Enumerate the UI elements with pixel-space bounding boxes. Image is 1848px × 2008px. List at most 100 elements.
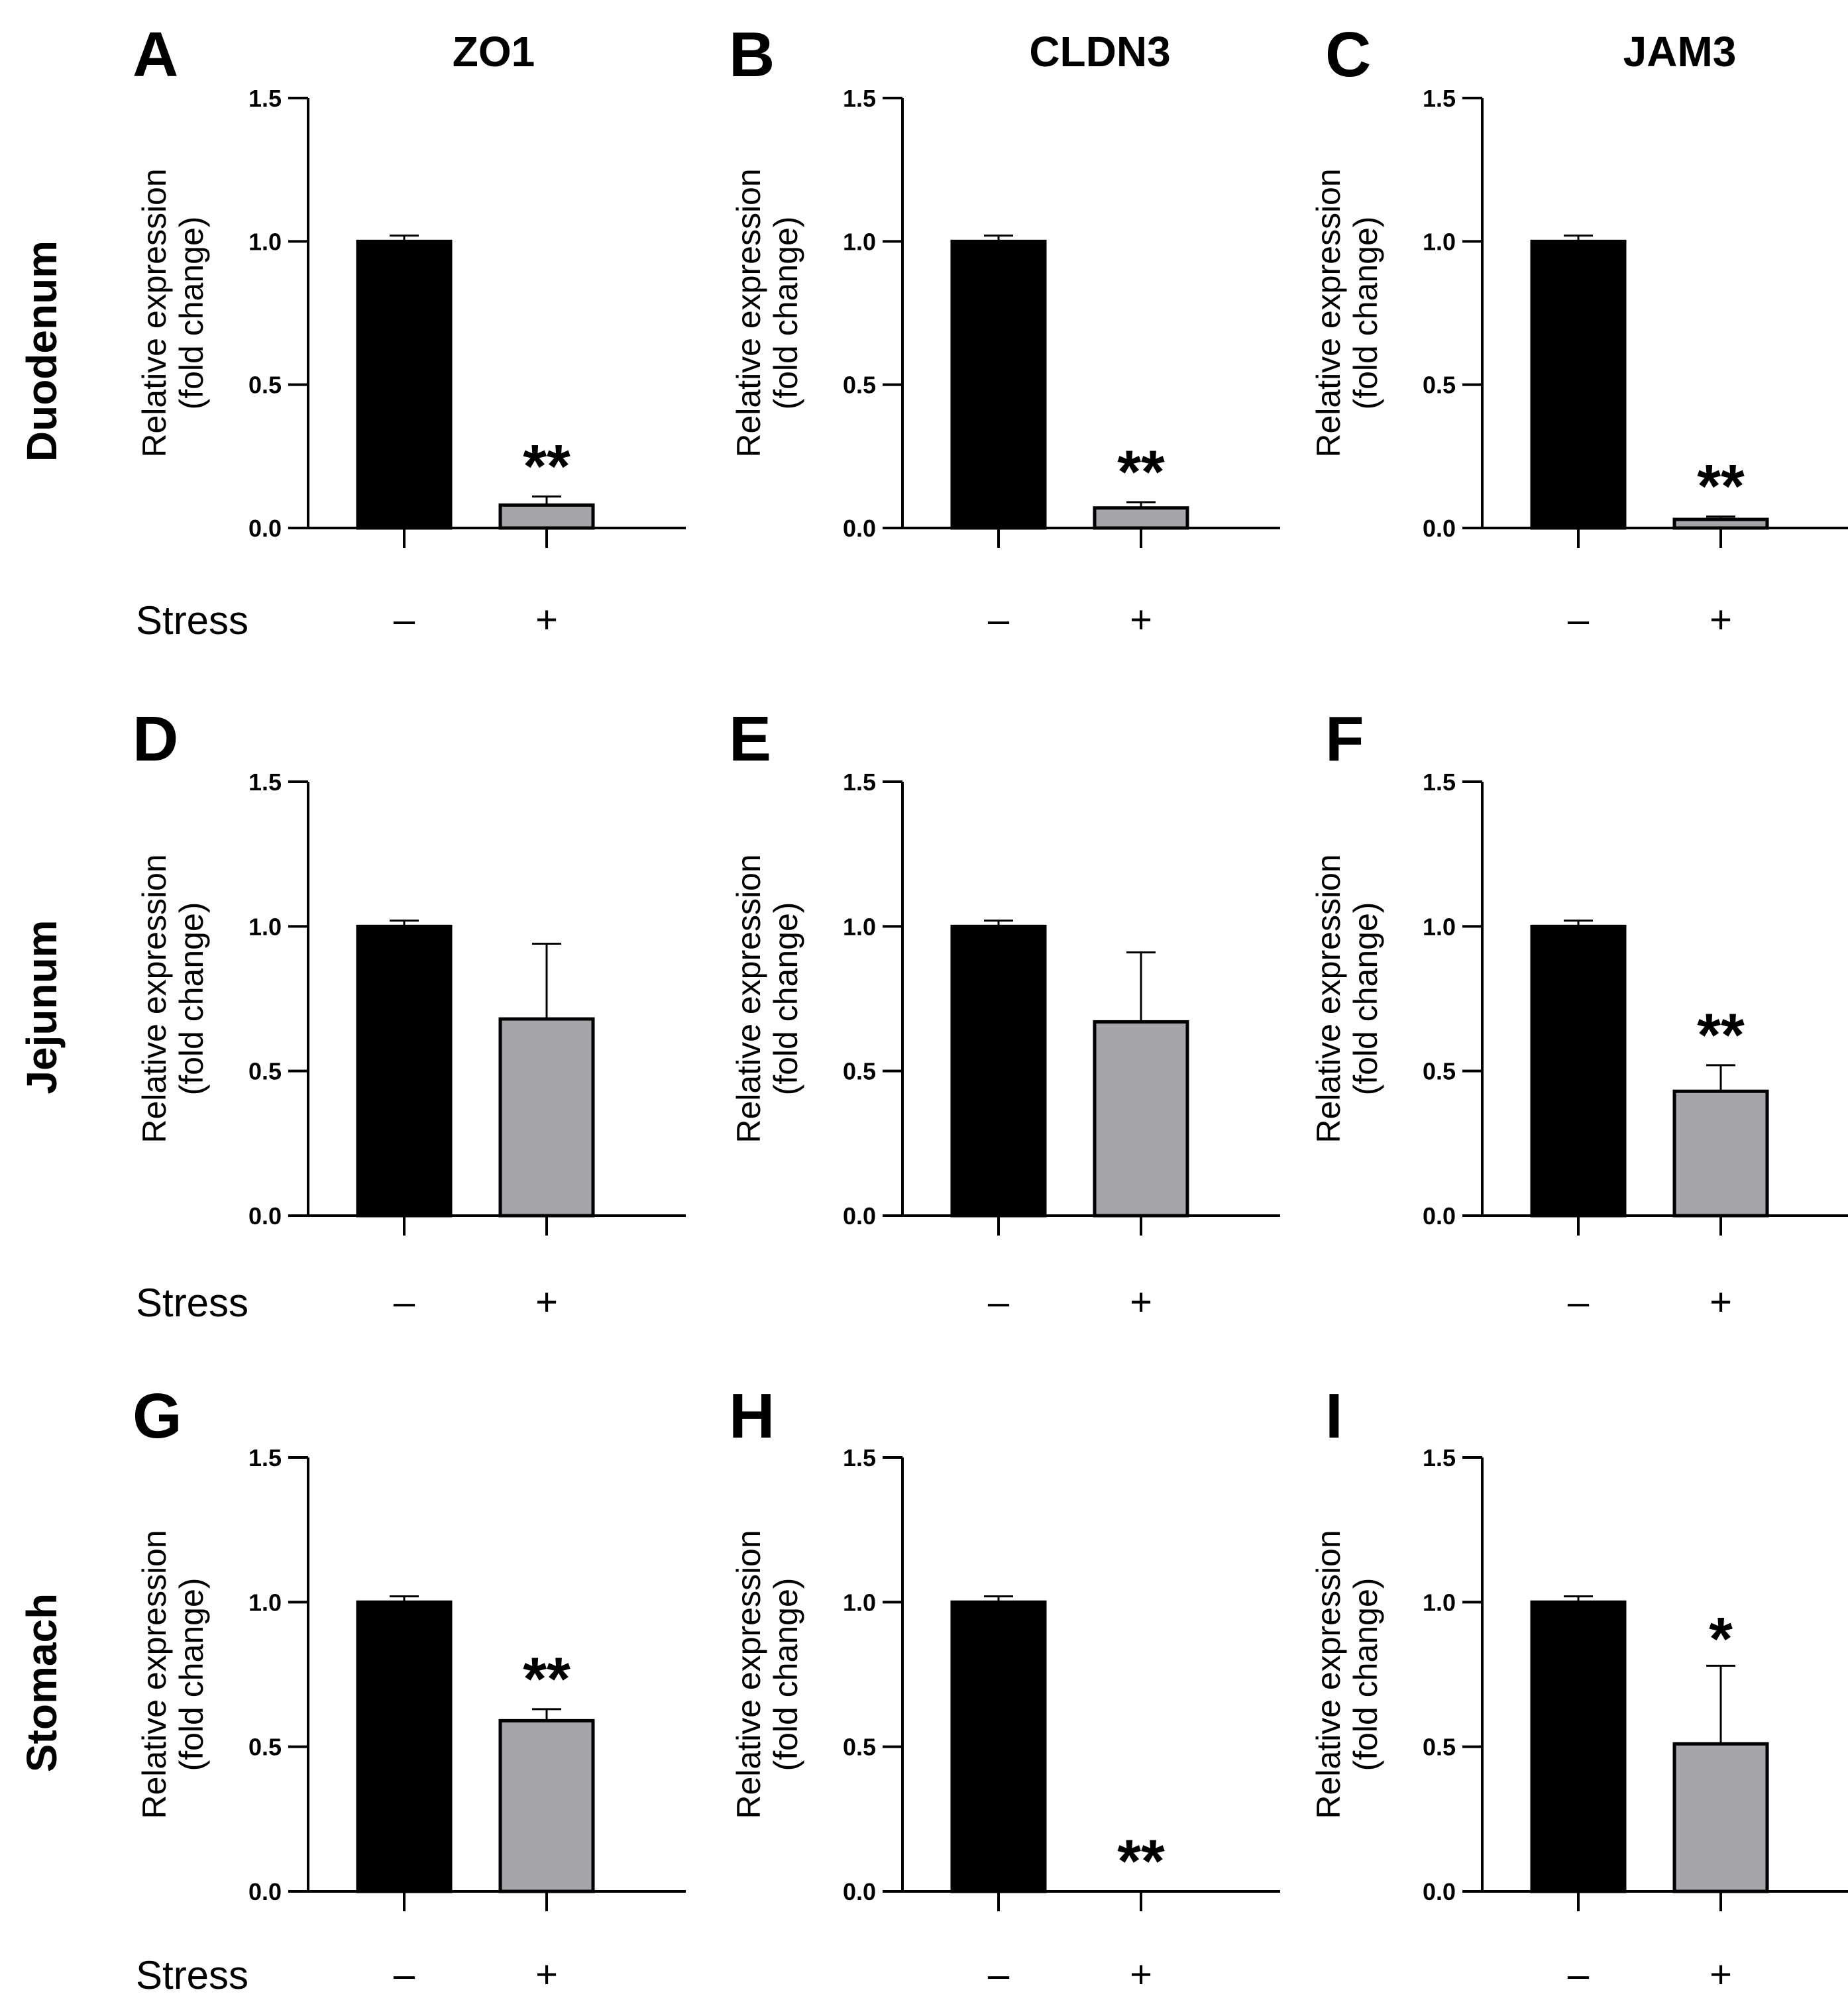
bar-a-stress [498, 503, 595, 530]
y-axis-label-line: Relative expression [1310, 854, 1347, 1143]
bar-b-control [950, 239, 1047, 530]
y-tick-label-i: 1.0 [1423, 1589, 1456, 1616]
category-label-g: – [394, 1953, 415, 1996]
significance-marker-g: ** [523, 1646, 571, 1713]
category-label-c: + [1710, 598, 1732, 641]
bar-h-control [950, 1600, 1047, 1893]
y-tick-label-e: 1.0 [843, 913, 876, 940]
y-tick-label-a: 1.5 [248, 85, 282, 112]
category-label-i: + [1710, 1953, 1732, 1996]
y-axis-label-line: (fold change) [173, 1578, 210, 1771]
significance-marker-i: * [1709, 1605, 1733, 1673]
bar-i-stress [1672, 1742, 1769, 1893]
y-axis-label-line: (fold change) [767, 1578, 804, 1771]
gene-title-cldn3: CLDN3 [1029, 28, 1170, 76]
category-label-c: – [1568, 598, 1590, 641]
panel-letter-b: B [729, 19, 775, 90]
y-tick-label-e: 0.5 [843, 1058, 876, 1085]
y-tick-label-f: 1.0 [1423, 913, 1456, 940]
y-tick-label-b: 0.0 [843, 515, 876, 542]
row-label-stomach: Stomach [18, 1593, 66, 1772]
row-label-jejunum: Jejunum [18, 920, 66, 1094]
y-axis-label-d: Relative expression(fold change) [136, 854, 210, 1143]
y-tick-label-i: 0.0 [1423, 1878, 1456, 1905]
y-axis-label-a: Relative expression(fold change) [136, 168, 210, 457]
bar-g-stress [498, 1718, 595, 1893]
y-tick-label-e: 1.5 [843, 768, 876, 796]
y-tick-label-g: 1.0 [248, 1589, 282, 1616]
y-tick-label-f: 0.5 [1423, 1058, 1456, 1085]
category-label-d: + [535, 1281, 558, 1324]
y-axis-label-line: (fold change) [767, 217, 804, 410]
y-axis-label-i: Relative expression(fold change) [1310, 1530, 1384, 1819]
significance-marker-a: ** [523, 433, 571, 500]
bar-d-stress [498, 1017, 595, 1218]
category-label-d: – [394, 1281, 415, 1324]
y-tick-label-g: 0.5 [248, 1734, 282, 1761]
y-tick-label-i: 1.5 [1423, 1444, 1456, 1471]
significance-marker-h: ** [1117, 1828, 1165, 1895]
bar-f-stress [1672, 1089, 1769, 1218]
panel-letter-g: G [133, 1381, 182, 1452]
category-label-f: + [1710, 1281, 1732, 1324]
category-label-b: – [988, 598, 1010, 641]
y-tick-label-d: 1.5 [248, 768, 282, 796]
stress-label-a: Stress [136, 598, 248, 643]
y-tick-label-c: 1.0 [1423, 228, 1456, 255]
panel-letter-h: H [729, 1381, 775, 1452]
y-axis-label-f: Relative expression(fold change) [1310, 854, 1384, 1143]
category-label-i: – [1568, 1953, 1590, 1996]
y-tick-label-f: 0.0 [1423, 1202, 1456, 1230]
y-tick-label-c: 0.5 [1423, 372, 1456, 399]
y-tick-label-d: 1.0 [248, 913, 282, 940]
category-label-e: – [988, 1281, 1010, 1324]
y-axis-label-g: Relative expression(fold change) [136, 1530, 210, 1819]
stress-label-g: Stress [136, 1953, 248, 1997]
panel-letter-i: I [1325, 1381, 1343, 1452]
bar-a-control [356, 239, 453, 530]
significance-marker-c: ** [1697, 453, 1745, 521]
y-axis-label-line: (fold change) [1347, 217, 1384, 410]
y-axis-label-line: Relative expression [730, 1530, 767, 1819]
y-axis-label-line: Relative expression [1310, 1530, 1347, 1819]
y-tick-label-b: 1.5 [843, 85, 876, 112]
y-axis-label-line: Relative expression [136, 854, 173, 1143]
bar-c-control [1530, 239, 1627, 530]
y-axis-label-line: (fold change) [1347, 1578, 1384, 1771]
y-tick-label-g: 1.5 [248, 1444, 282, 1471]
y-tick-label-h: 1.0 [843, 1589, 876, 1616]
y-tick-label-b: 1.0 [843, 228, 876, 255]
bar-f-control [1530, 924, 1627, 1218]
bar-g-control [356, 1600, 453, 1893]
y-tick-label-f: 1.5 [1423, 768, 1456, 796]
y-axis-label-line: Relative expression [136, 1530, 173, 1819]
y-axis-label-line: (fold change) [173, 902, 210, 1096]
category-label-f: – [1568, 1281, 1590, 1324]
y-tick-label-h: 1.5 [843, 1444, 876, 1471]
y-axis-label-line: (fold change) [1347, 902, 1384, 1096]
y-tick-label-h: 0.0 [843, 1878, 876, 1905]
y-axis-label-b: Relative expression(fold change) [730, 168, 804, 457]
panel-letter-e: E [729, 704, 771, 774]
y-axis-label-h: Relative expression(fold change) [730, 1530, 804, 1819]
row-label-duodenum: Duodenum [18, 240, 66, 462]
category-label-h: + [1130, 1953, 1152, 1996]
gene-title-zo1: ZO1 [453, 28, 535, 76]
y-axis-label-c: Relative expression(fold change) [1310, 168, 1384, 457]
y-axis-label-line: (fold change) [173, 217, 210, 410]
y-tick-label-c: 1.5 [1423, 85, 1456, 112]
significance-marker-b: ** [1117, 439, 1165, 506]
y-tick-label-i: 0.5 [1423, 1734, 1456, 1761]
y-tick-label-b: 0.5 [843, 372, 876, 399]
category-label-a: – [394, 598, 415, 641]
panel-letter-a: A [133, 19, 178, 90]
y-tick-label-e: 0.0 [843, 1202, 876, 1230]
category-label-b: + [1130, 598, 1152, 641]
panel-letter-d: D [133, 704, 178, 774]
y-axis-label-e: Relative expression(fold change) [730, 854, 804, 1143]
y-tick-label-a: 1.0 [248, 228, 282, 255]
category-label-h: – [988, 1953, 1010, 1996]
bar-i-control [1530, 1600, 1627, 1893]
bar-c-stress [1672, 517, 1769, 530]
